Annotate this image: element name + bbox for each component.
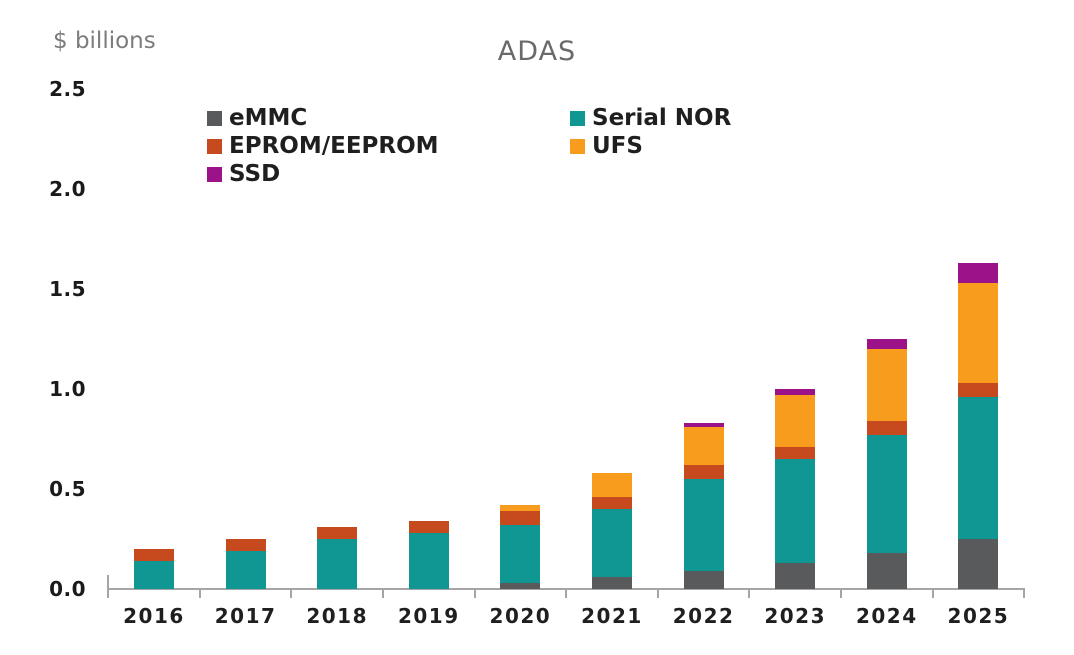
x-axis-label-2024: 2024 <box>855 604 918 628</box>
x-axis-label-2018: 2018 <box>306 604 369 628</box>
bar-2020-ufs <box>500 505 541 511</box>
legend-label-ssd: SSD <box>229 161 281 187</box>
chart-title: ADAS <box>497 36 577 67</box>
y-axis-tick-label: 0.5 <box>49 477 86 501</box>
legend-swatch-emmc-icon <box>207 110 222 126</box>
y-axis-tick-label: 2.5 <box>49 77 86 101</box>
legend-swatch-ufs-icon <box>570 138 585 154</box>
legend-item-ufs: UFS <box>570 132 731 160</box>
x-axis-label-2017: 2017 <box>214 604 277 628</box>
bar-2016-eprom-eeprom <box>134 549 174 561</box>
legend-item-ssd: SSD <box>207 160 439 188</box>
bar-2021-emmc <box>592 577 632 589</box>
x-axis-tick <box>1023 589 1026 598</box>
legend-column-1: eMMC EPROM/EEPROM SSD <box>207 104 439 188</box>
legend-swatch-ssd-icon <box>207 166 222 182</box>
bar-2016-serial-nor <box>134 561 174 589</box>
x-axis-tick <box>107 589 110 598</box>
legend-label-serial-nor: Serial NOR <box>592 105 732 131</box>
bar-2024-ufs <box>866 349 907 421</box>
x-axis-tick <box>565 589 568 598</box>
bar-2022-ufs <box>683 427 724 465</box>
y-axis-tick-label: 0.0 <box>49 577 86 601</box>
legend-column-2: Serial NOR UFS <box>570 104 731 160</box>
bar-2023-emmc <box>775 563 816 589</box>
bar-2024-serial-nor <box>866 435 907 553</box>
bar-2019-eprom-eeprom <box>408 521 449 533</box>
bar-2022-eprom-eeprom <box>683 465 724 479</box>
bar-2017-serial-nor <box>225 551 266 589</box>
bar-2024-emmc <box>866 553 907 589</box>
x-axis-tick <box>656 589 659 598</box>
bar-2021-eprom-eeprom <box>592 497 632 509</box>
legend-label-ufs: UFS <box>592 133 643 159</box>
y-axis-tick-label: 1.5 <box>49 277 86 301</box>
x-axis-label-2019: 2019 <box>397 604 460 628</box>
x-axis-label-2020: 2020 <box>489 604 552 628</box>
bar-2023-ssd <box>775 389 816 395</box>
bar-2025-serial-nor <box>958 397 999 539</box>
legend-swatch-serial-nor-icon <box>570 110 585 126</box>
bar-2020-emmc <box>500 583 541 589</box>
x-axis-tick <box>382 589 384 598</box>
x-axis-label-2023: 2023 <box>764 604 827 628</box>
legend-swatch-eprom-eeprom-icon <box>207 138 222 154</box>
y-axis-stub <box>107 575 109 589</box>
bar-2019-serial-nor <box>408 533 449 589</box>
bar-2020-serial-nor <box>500 525 541 583</box>
bar-2018-eprom-eeprom <box>317 527 358 539</box>
legend-label-eprom-eeprom: EPROM/EEPROM <box>229 133 439 159</box>
bar-2025-ssd <box>958 263 999 283</box>
bar-2023-ufs <box>775 395 816 447</box>
bar-2017-eprom-eeprom <box>225 539 266 551</box>
bar-2024-ssd <box>866 339 907 349</box>
bar-2025-ufs <box>958 283 999 383</box>
x-axis-tick <box>198 589 201 598</box>
y-axis-tick-label: 2.0 <box>49 177 86 201</box>
bar-2023-serial-nor <box>775 459 816 563</box>
bar-2020-eprom-eeprom <box>500 511 541 525</box>
bar-2018-serial-nor <box>317 539 358 589</box>
bar-2025-emmc <box>958 539 999 589</box>
bar-2022-serial-nor <box>683 479 724 571</box>
bar-2021-serial-nor <box>592 509 632 577</box>
x-axis-label-2016: 2016 <box>123 604 185 628</box>
x-axis-tick <box>840 589 842 598</box>
x-axis-label-2022: 2022 <box>672 604 735 628</box>
x-axis-label-2021: 2021 <box>581 604 643 628</box>
legend-label-emmc: eMMC <box>229 105 308 131</box>
legend-item-eprom-eeprom: EPROM/EEPROM <box>207 132 439 160</box>
y-axis-title: $ billions <box>53 28 156 54</box>
x-axis-tick <box>290 589 293 598</box>
bar-2024-eprom-eeprom <box>866 421 907 435</box>
bar-2022-ssd <box>683 423 724 427</box>
bar-2021-ufs <box>592 473 632 497</box>
legend-item-emmc: eMMC <box>207 104 439 132</box>
bar-2022-emmc <box>683 571 724 589</box>
x-axis-tick <box>748 589 751 598</box>
bar-2023-eprom-eeprom <box>775 447 816 459</box>
legend-item-serial-nor: Serial NOR <box>570 104 731 132</box>
x-axis-tick <box>931 589 934 598</box>
y-axis-tick-label: 1.0 <box>49 377 86 401</box>
bar-2025-eprom-eeprom <box>958 383 999 397</box>
x-axis-label-2025: 2025 <box>947 604 1010 628</box>
x-axis-tick <box>473 589 476 598</box>
